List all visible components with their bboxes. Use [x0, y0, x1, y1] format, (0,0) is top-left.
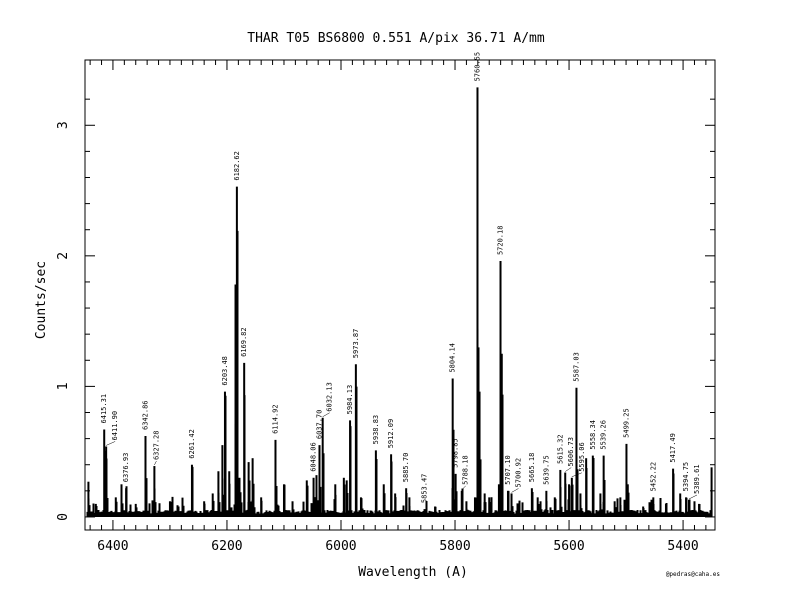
line-label: 5804.14 — [449, 343, 457, 373]
line-label: 6032.13 — [326, 382, 334, 412]
line-label: 5452.22 — [649, 462, 657, 492]
y-tick-label: 3 — [56, 121, 71, 129]
chart-title: THAR T05 BS6800 0.551 A/pix 36.71 A/mm — [247, 31, 545, 46]
line-label: 5853.47 — [421, 474, 429, 504]
x-tick-label: 5800 — [439, 539, 470, 554]
label-leader-line — [154, 460, 157, 466]
line-label: 5665.18 — [528, 453, 536, 483]
label-leader-line — [106, 441, 116, 446]
line-label: 6411.90 — [111, 411, 119, 441]
x-tick-label: 5600 — [553, 539, 584, 554]
line-label: 6114.92 — [271, 404, 279, 434]
line-label: 5912.09 — [387, 419, 395, 449]
label-leader-line — [461, 485, 466, 491]
line-label: 5798.85 — [452, 438, 460, 468]
line-label: 5984.13 — [346, 385, 354, 415]
spectrum-line — [86, 230, 712, 517]
x-tick-label: 6400 — [97, 539, 128, 554]
line-label: 5389.61 — [693, 464, 701, 494]
line-label: 5973.87 — [352, 329, 360, 359]
line-label: 6048.06 — [310, 442, 318, 472]
line-label: 5885.70 — [402, 453, 410, 483]
label-leader-line — [571, 472, 582, 478]
label-leader-line — [322, 412, 330, 417]
line-label: 6182.62 — [233, 151, 241, 181]
line-label: 5788.18 — [462, 455, 470, 485]
label-leader-line — [511, 488, 519, 493]
plot-frame — [84, 59, 716, 531]
label-leader-line — [565, 467, 572, 472]
line-label: 6203.48 — [221, 356, 229, 386]
line-label: 5760.55 — [473, 52, 481, 82]
line-label: 6376.93 — [122, 453, 130, 483]
line-label: 6342.86 — [141, 400, 149, 430]
line-label: 5707.10 — [504, 455, 512, 485]
y-tick-label: 1 — [56, 382, 71, 390]
line-label: 6415.31 — [100, 394, 108, 424]
line-label: 6169.82 — [240, 327, 248, 357]
line-label: 5539.26 — [600, 420, 608, 450]
credit-text: @pedras@caha.es — [666, 571, 721, 578]
label-leader-line — [688, 494, 698, 500]
line-label: 5499.25 — [622, 408, 630, 438]
line-label: 6261.42 — [188, 429, 196, 459]
y-tick-label: 2 — [56, 252, 71, 260]
y-tick-label: 0 — [56, 513, 71, 521]
y-axis-label: Counts/sec — [34, 261, 49, 339]
line-label: 6327.28 — [152, 431, 160, 461]
line-label: 5720.18 — [497, 226, 505, 256]
line-label: 5938.83 — [372, 415, 380, 445]
line-label: 5558.34 — [589, 420, 597, 450]
line-label: 5615.32 — [556, 434, 564, 464]
line-label: 5606.73 — [567, 437, 575, 467]
line-label: 6037.70 — [315, 410, 323, 440]
line-label: 5639.75 — [542, 455, 550, 485]
line-label: 5394.75 — [682, 462, 690, 492]
x-tick-label: 6200 — [211, 539, 242, 554]
x-tick-label: 5400 — [667, 539, 698, 554]
line-label: 5595.06 — [578, 442, 586, 472]
x-axis-label: Wavelength (A) — [358, 565, 468, 580]
x-tick-label: 6000 — [325, 539, 356, 554]
line-label: 5700.92 — [515, 458, 523, 488]
line-label: 5417.49 — [669, 433, 677, 463]
line-label: 5587.03 — [572, 352, 580, 382]
